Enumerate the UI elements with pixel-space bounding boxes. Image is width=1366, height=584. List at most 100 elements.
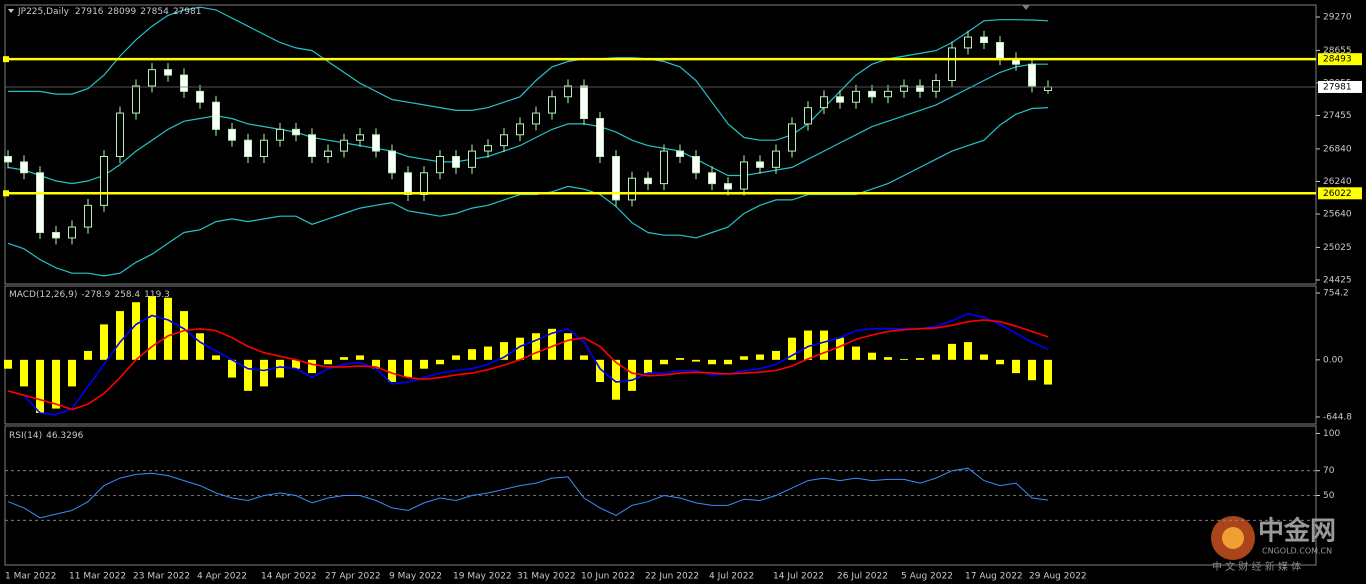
candle-body xyxy=(852,90,860,103)
y-tick-label: 70 xyxy=(1323,466,1335,476)
macd-histogram-bar xyxy=(260,359,268,387)
macd-histogram-bar xyxy=(388,359,396,382)
x-tick-label: 17 Aug 2022 xyxy=(965,572,1023,582)
macd-histogram-bar xyxy=(980,354,988,360)
macd-histogram-bar xyxy=(948,343,956,360)
macd-histogram-bar xyxy=(676,358,684,360)
level-label: 28493 xyxy=(1323,55,1352,65)
y-tick-label: 0.00 xyxy=(1323,355,1343,365)
macd-histogram-bar xyxy=(756,354,764,360)
candle-body xyxy=(548,96,556,114)
macd-histogram-bar xyxy=(84,350,92,360)
macd-histogram-bar xyxy=(4,359,12,369)
macd-histogram-bar xyxy=(836,337,844,360)
macd-histogram-bar xyxy=(292,359,300,369)
macd-signal-last: 258.4 xyxy=(114,290,140,300)
macd-histogram-bar xyxy=(244,359,252,391)
level-box xyxy=(1318,187,1362,200)
candle-body xyxy=(660,150,668,185)
candle-body xyxy=(180,74,188,92)
candle-body xyxy=(116,112,124,157)
last-low: 27854 xyxy=(140,7,169,17)
macd-histogram-bar xyxy=(228,359,236,378)
macd-hist-last: -278.9 xyxy=(81,290,110,300)
candle-body xyxy=(36,172,44,233)
macd-histogram-bar xyxy=(884,357,892,360)
candle-body xyxy=(372,134,380,152)
macd-histogram-bar xyxy=(916,358,924,360)
x-tick-label: 31 May 2022 xyxy=(517,572,576,582)
macd-histogram-bar xyxy=(116,311,124,360)
candle-body xyxy=(452,155,460,168)
current-price-label: 27981 xyxy=(1323,82,1352,92)
symbol: JP225,Daily xyxy=(17,7,70,17)
macd-histogram-bar xyxy=(724,359,732,365)
candle-body xyxy=(644,177,652,185)
macd-histogram-bar xyxy=(564,333,572,360)
candle-body xyxy=(740,161,748,190)
x-tick-label: 5 Aug 2022 xyxy=(901,572,953,582)
candle-body xyxy=(244,139,252,157)
macd-histogram-bar xyxy=(612,359,620,400)
price-panel xyxy=(4,4,1317,285)
macd-histogram-bar xyxy=(20,359,28,387)
macd-histogram-bar xyxy=(420,359,428,369)
price-title: JP225,Daily 27916 28099 27854 27981 xyxy=(17,7,201,17)
menu-arrow xyxy=(8,9,14,13)
candle-body xyxy=(788,123,796,152)
x-tick-label: 4 Apr 2022 xyxy=(197,572,247,582)
x-tick-label: 19 May 2022 xyxy=(453,572,512,582)
macd-histogram-bar xyxy=(596,359,604,382)
macd-title: MACD(12,26,9) -278.9 258.4 119.3 xyxy=(9,290,170,300)
macd-histogram-bar xyxy=(996,359,1004,365)
x-tick-label: 14 Jul 2022 xyxy=(773,572,824,582)
candle-body xyxy=(884,90,892,98)
macd-histogram-bar xyxy=(484,346,492,360)
y-tick-label: -644.8 xyxy=(1323,412,1352,422)
rsi-last: 46.3296 xyxy=(46,431,83,441)
macd-histogram-bar xyxy=(932,354,940,360)
macd-histogram-bar xyxy=(468,349,476,360)
candle-body xyxy=(404,172,412,195)
y-tick-label: 24425 xyxy=(1323,275,1352,285)
macd-histogram-bar xyxy=(452,355,460,360)
candle-body xyxy=(436,155,444,174)
macd-histogram-bar xyxy=(500,342,508,360)
rsi-name: RSI(14) xyxy=(9,431,42,441)
candle-body xyxy=(340,139,348,152)
candle-body xyxy=(564,85,572,98)
candle-body xyxy=(612,155,620,201)
macd-histogram-bar xyxy=(1012,359,1020,374)
candle-body xyxy=(324,150,332,157)
macd-histogram-bar xyxy=(532,333,540,360)
macd-histogram-bar xyxy=(644,359,652,374)
macd-histogram-bar xyxy=(820,330,828,360)
macd-histogram-bar xyxy=(276,359,284,378)
candle-body xyxy=(628,177,636,201)
macd-histogram-bar xyxy=(132,302,140,360)
macd-histogram-bar xyxy=(580,355,588,360)
macd-histogram-bar xyxy=(100,324,108,360)
y-tick-label: 26240 xyxy=(1323,177,1352,187)
candle-body xyxy=(708,172,716,185)
y-tick-label: 100 xyxy=(1323,429,1340,439)
level-marker xyxy=(3,56,9,63)
x-tick-label: 10 Jun 2022 xyxy=(581,572,635,582)
y-tick-label: 754.2 xyxy=(1323,288,1349,298)
macd-histogram-bar xyxy=(356,355,364,360)
candle-body xyxy=(692,155,700,174)
x-tick-label: 1 Mar 2022 xyxy=(5,572,56,582)
candle-body xyxy=(132,85,140,114)
macd-histogram-bar xyxy=(964,342,972,360)
macd-histogram-bar xyxy=(68,359,76,387)
macd-histogram-bar xyxy=(1044,359,1052,385)
candle-body xyxy=(356,134,364,141)
macd-histogram-bar xyxy=(212,355,220,360)
band-upper xyxy=(8,6,1049,141)
candle-body xyxy=(52,231,60,239)
candle-body xyxy=(804,107,812,125)
candle-body xyxy=(100,155,108,206)
candle-body xyxy=(68,226,76,239)
macd-name: MACD(12,26,9) xyxy=(9,290,77,300)
